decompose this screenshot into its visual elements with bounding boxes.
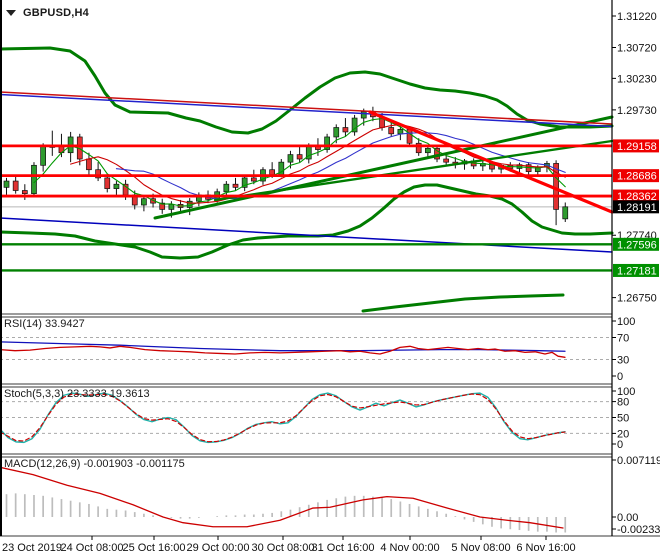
price-axis-label: 30 <box>617 355 629 367</box>
bull-candle <box>168 204 175 210</box>
price-axis-label: 80 <box>617 397 629 409</box>
bear-candle <box>342 127 349 133</box>
bear-candle <box>415 142 422 154</box>
bear-candle <box>250 177 257 182</box>
bull-candle <box>40 146 46 166</box>
price-axis-label: 0 <box>617 439 623 451</box>
price-badge-black <box>613 200 659 214</box>
bear-candle <box>12 180 19 191</box>
bear-candle <box>21 190 28 195</box>
price-axis-label: 1.31220 <box>617 11 657 23</box>
bear-candle <box>443 158 450 163</box>
bear-candle <box>232 183 239 188</box>
price-axis-label: 1.29158 <box>617 141 657 153</box>
time-axis-label: 31 Oct 16:00 <box>312 542 375 554</box>
bull-candle <box>241 177 248 188</box>
bull-candle <box>223 183 230 193</box>
symbol-timeframe-text: GBPUSD,H4 <box>23 7 89 19</box>
price-axis-label: 100 <box>617 316 635 328</box>
rsi-series <box>0 341 566 358</box>
price-axis: 1.312201.307201.302301.297301.277401.267… <box>612 11 659 305</box>
bull-candle <box>31 164 37 195</box>
price-badge-red <box>613 169 659 183</box>
bull-candle <box>113 183 120 189</box>
bear-candle <box>86 158 92 171</box>
bear-candle <box>269 169 275 176</box>
price-badge-red <box>613 189 659 203</box>
candlestick-series <box>3 106 569 226</box>
price-axis-label: 20 <box>617 428 629 440</box>
chevron-down-icon[interactable] <box>6 10 16 16</box>
bull-candle <box>333 127 340 138</box>
time-axis-label: 23 Oct 2019 <box>2 542 62 554</box>
trendlines <box>0 91 614 313</box>
bear-candle <box>388 127 395 135</box>
macd-signal <box>0 466 564 529</box>
price-axis-label: -0.002333 <box>617 524 660 536</box>
time-axis-label: 4 Nov 00:00 <box>380 542 439 554</box>
moving-averages <box>33 117 566 207</box>
panel-borders <box>0 0 660 537</box>
price-badge-green <box>613 237 659 251</box>
bull-candle <box>287 154 294 163</box>
price-axis-label: 70 <box>617 333 629 345</box>
price-axis-label: 1.28191 <box>617 202 657 214</box>
price-axis-label: 1.27596 <box>617 239 657 251</box>
support-resistance-levels <box>0 144 612 272</box>
macd-indicator-label: MACD(12,26,9) -0.001903 -0.001175 <box>4 458 185 470</box>
price-badge-red <box>613 139 659 153</box>
bull-candle <box>324 136 330 150</box>
stoch-series <box>0 392 566 444</box>
price-axis-label: 0 <box>617 371 623 383</box>
bull-candle <box>397 129 404 135</box>
time-axis-label: 5 Nov 08:00 <box>451 542 510 554</box>
price-axis-label: 0.007119 <box>617 455 660 467</box>
bear-candle <box>104 177 111 189</box>
price-axis-label: 0.00 <box>617 512 638 524</box>
time-axis-label: 29 Oct 00:00 <box>187 542 250 554</box>
price-axis-label: 1.28686 <box>617 171 657 183</box>
time-axis-label: 24 Oct 08:00 <box>61 542 124 554</box>
price-axis-label: 1.28362 <box>617 191 657 203</box>
bear-candle <box>159 202 166 210</box>
price-axis-label: 1.29730 <box>617 105 657 117</box>
rsi-indicator-label: RSI(14) 33.9427 <box>4 318 85 330</box>
bull-candle <box>351 117 358 133</box>
price-axis-label: 1.30720 <box>617 43 657 55</box>
bull-candle <box>562 206 569 220</box>
macd-histogram <box>5 493 567 533</box>
time-axis-label: 6 Nov 16:00 <box>516 542 575 554</box>
price-axis-label: 1.27181 <box>617 265 657 277</box>
green-band-lines <box>0 46 614 260</box>
price-badge-green <box>613 263 659 277</box>
bull-candle <box>141 198 147 206</box>
bear-candle <box>296 154 303 160</box>
stoch-indicator-label: Stoch(5,3,3) 23.3333 19.3613 <box>4 388 150 400</box>
price-axis-label: 1.26750 <box>617 293 657 305</box>
bear-candle <box>553 163 559 210</box>
price-axis-label: 50 <box>617 413 629 425</box>
symbol-label: GBPUSD,H4 <box>6 7 89 19</box>
price-axis-label: 100 <box>617 386 635 398</box>
price-axis-label: 1.30230 <box>617 73 657 85</box>
panel-gridlines <box>0 337 612 434</box>
time-axis-label: 30 Oct 08:00 <box>252 542 315 554</box>
bull-candle <box>425 147 431 154</box>
bull-candle <box>3 180 10 188</box>
bear-candle <box>95 169 101 179</box>
time-axis-label: 25 Oct 16:00 <box>123 542 186 554</box>
bear-candle <box>406 129 413 144</box>
